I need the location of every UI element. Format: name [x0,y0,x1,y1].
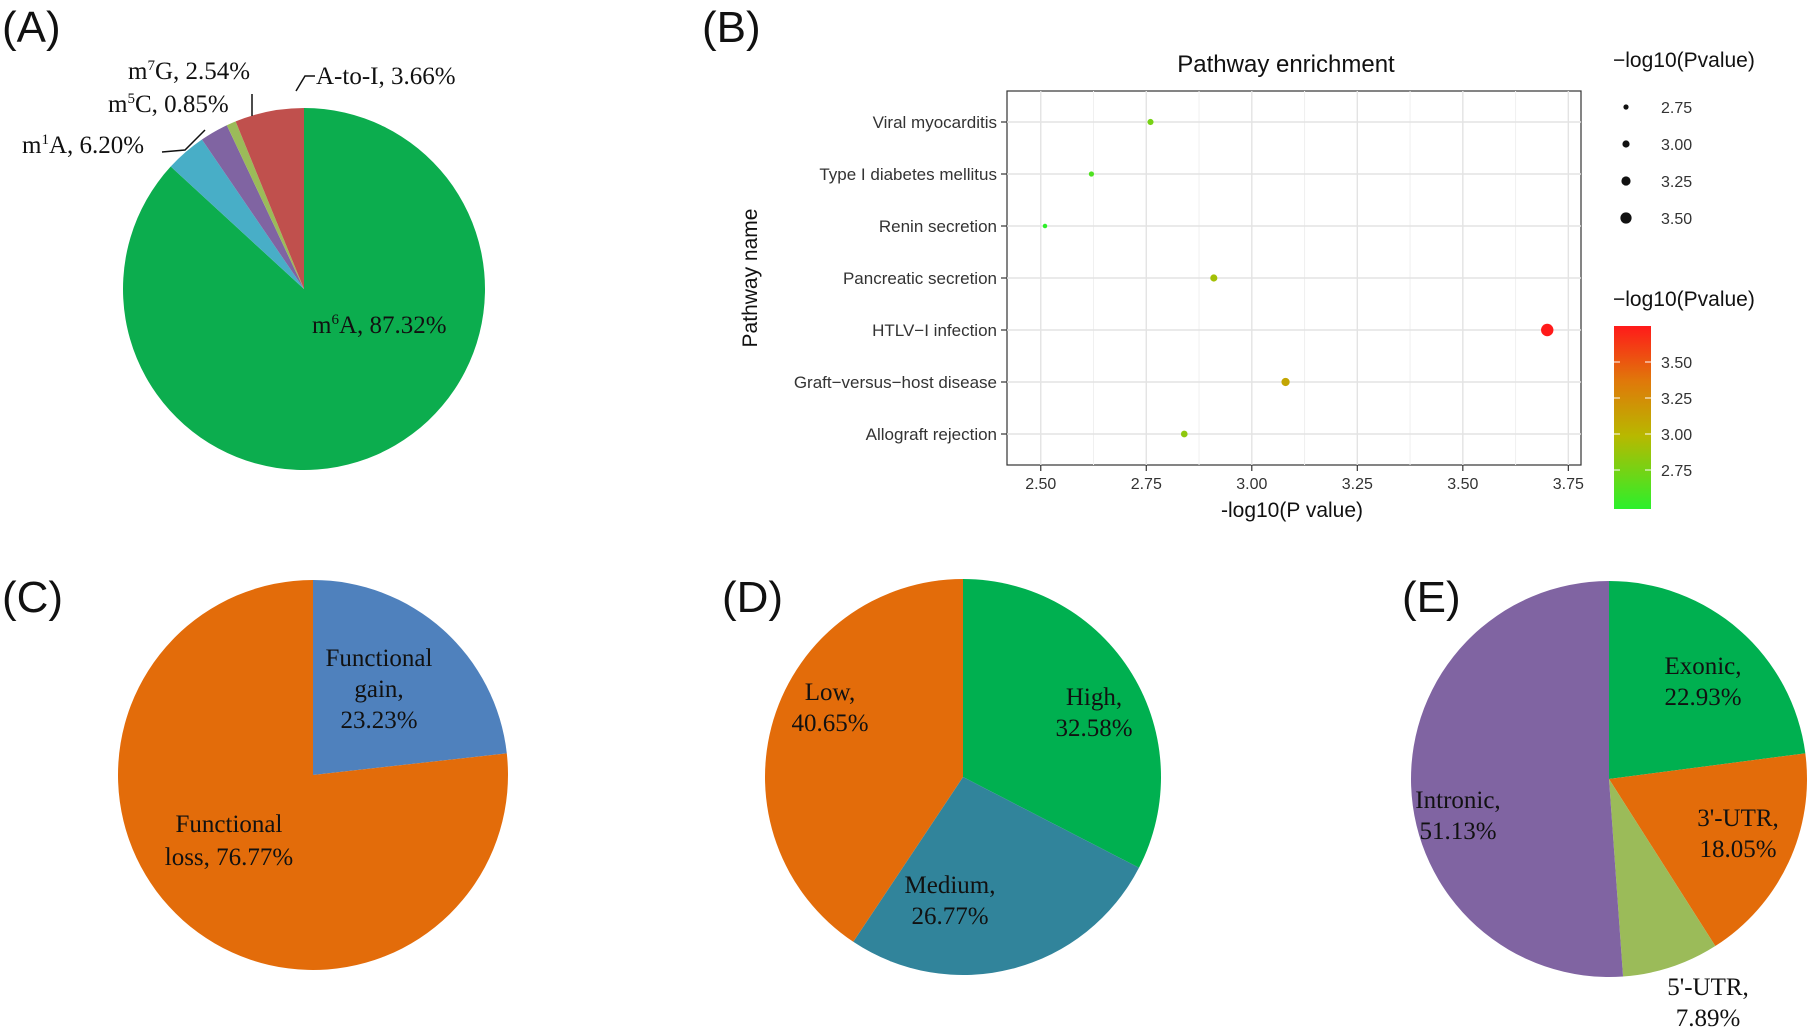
color-legend-label: 3.25 [1661,391,1692,408]
data-point [1281,377,1290,387]
pie-a-label-m6a: m6A, 87.32% [312,312,447,339]
pie-c-slice-functional-gain [313,580,507,775]
pie-e-label-3-utr: 3'-UTR, 18.05% [1697,805,1779,863]
y-tick-label: Viral myocarditis [873,113,997,132]
panel-letter-e: (E) [1402,573,1461,622]
pie-e-slice-3-utr [1609,753,1807,947]
pie-c-slice-functional-loss [118,580,508,971]
x-tick-label: 2.75 [1131,476,1162,493]
pie-e-label-exonic: Exonic, 22.93% [1664,653,1741,711]
pie-a-slice-a-to-i [170,139,304,289]
pie-d-label-low: Low, 40.65% [791,679,868,737]
chart-title: Pathway enrichment [1177,51,1395,78]
x-tick-label: 3.00 [1236,476,1267,493]
x-axis-label: -log10(P value) [1221,499,1363,522]
x-tick-label: 3.25 [1342,476,1373,493]
pie-e-slice-intronic [1411,581,1624,977]
leader-line-a-to-i [295,75,315,92]
pie-a-label-m7g: m7G, 2.54% [128,58,250,85]
pie-e-slice-5-utr [1609,779,1716,977]
size-legend-dot [1621,176,1631,186]
pie-d-slice-low [765,579,963,942]
size-legend-label: 3.50 [1661,211,1692,228]
pie-e-slice-exonic [1609,581,1806,779]
pie-a-label-m1a: m1A, 6.20% [22,132,144,159]
pie-a-slice-m5c [226,121,304,289]
data-point [1147,118,1154,126]
panel-letter-c: (C) [2,573,63,622]
y-tick-label: HTLV−I infection [872,321,997,340]
pie-a-label-a-to-i: A-to-I, 3.66% [316,63,456,90]
y-tick-label: Pancreatic secretion [843,269,997,288]
size-legend-dot [1623,104,1629,110]
y-tick-label: Allograft rejection [866,425,997,444]
size-legend-title: −log10(Pvalue) [1613,49,1755,72]
data-point [1088,171,1095,177]
leader-line-m1a [161,129,206,153]
size-legend-label: 3.25 [1661,174,1692,191]
pie-a-slice-m7g [201,125,304,289]
data-point [1541,323,1554,337]
size-legend-label: 3.00 [1661,137,1692,154]
pie-d-label-high: High, 32.58% [1055,684,1132,742]
y-tick-label: Graft−versus−host disease [794,373,997,392]
x-tick-label: 3.50 [1447,476,1478,493]
panel-letter-d: (D) [722,573,783,622]
size-legend-dot [1620,212,1632,224]
data-point [1180,430,1188,438]
color-legend-label: 3.00 [1661,427,1692,444]
pie-a-label-m5c: m5C, 0.85% [108,91,229,118]
pie-d-slice-medium [853,777,1139,976]
panel-letter-b: (B) [702,3,761,52]
data-point [1042,223,1048,229]
pie-a-slice-m1a [235,108,304,289]
pie-chart-e: Exonic, 22.93% 3'-UTR, 18.05% 5'-UTR, 7.89% In… [1411,581,1807,1030]
pie-chart-a: m6A, 87.32% A-to-I, 3.66% m7G, 2.54% m5C, 0… [22,58,486,470]
size-legend-dot [1622,140,1630,148]
pie-chart-c: Functional gain, 23.23% Functional loss, 76.… [118,580,508,971]
color-legend-title: −log10(Pvalue) [1613,288,1755,311]
color-bar [1614,326,1651,509]
color-legend-label: 2.75 [1661,463,1692,480]
y-tick-label: Renin secretion [879,217,997,236]
y-tick-label: Type I diabetes mellitus [819,165,997,184]
pie-e-label-5-utr: 5'-UTR, 7.89% [1667,974,1749,1030]
x-tick-label: 2.50 [1025,476,1056,493]
pie-d-label-medium: Medium, 26.77% [905,872,996,930]
pathway-dot-plot: Pathway enrichment -log10(P value) Pathw… [739,49,1755,522]
size-legend-label: 2.75 [1661,100,1692,117]
pie-chart-d: High, 32.58% Medium, 26.77% Low, 40.65% [765,579,1161,976]
pie-e-label-intronic: Intronic, 51.13% [1415,787,1500,845]
data-point [1210,274,1218,282]
pie-d-slice-high [963,579,1161,868]
pie-c-label-functional-loss: Functional loss, 76.77% [165,811,293,871]
x-tick-label: 3.75 [1553,476,1584,493]
y-axis-label: Pathway name [739,209,762,348]
panel-letter-a: (A) [2,3,61,52]
pie-c-label-functional-gain: Functional gain, 23.23% [326,645,433,734]
color-legend-label: 3.50 [1661,355,1692,372]
